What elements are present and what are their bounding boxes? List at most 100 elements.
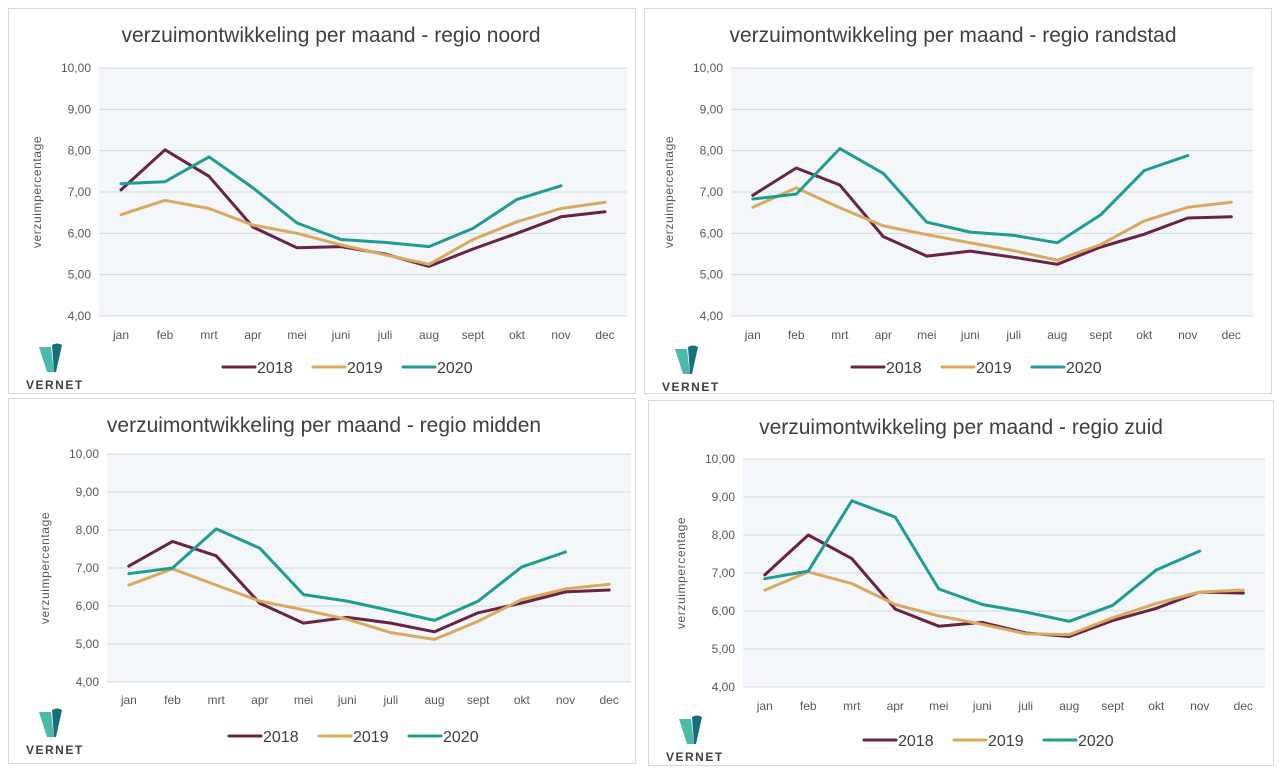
- y-tick-label: 5,00: [76, 637, 100, 651]
- chart-svg: verzuimontwikkeling per maand - regio no…: [26, 24, 627, 392]
- legend-label-2020: 2020: [1078, 733, 1114, 750]
- chart-title: verzuimontwikkeling per maand - regio zu…: [759, 416, 1163, 439]
- legend-label-2019: 2019: [347, 360, 383, 377]
- chart-panel-midden: verzuimontwikkeling per maand - regio mi…: [8, 398, 636, 764]
- x-tick-label: dec: [599, 693, 618, 707]
- x-tick-label: apr: [875, 328, 892, 342]
- vernet-logo: VERNET: [666, 715, 724, 764]
- series-line-2018: [127, 539, 611, 634]
- vernet-v-logo-icon: [39, 712, 54, 737]
- vernet-logo-text: VERNET: [26, 378, 84, 392]
- x-tick-label: feb: [788, 328, 805, 342]
- x-tick-label: jan: [120, 693, 137, 707]
- y-tick-label: 6,00: [76, 599, 100, 613]
- legend-label-2018: 2018: [263, 729, 299, 746]
- legend-label-2019: 2019: [976, 360, 1012, 377]
- x-tick-label: juli: [1005, 328, 1021, 342]
- y-axis-label: verzuimpercentage: [662, 136, 676, 248]
- y-axis-label: verzuimpercentage: [38, 512, 52, 624]
- y-tick-label: 10,00: [693, 61, 723, 75]
- x-tick-label: aug: [419, 328, 439, 342]
- x-tick-label: aug: [1047, 328, 1067, 342]
- legend-label-2019: 2019: [988, 733, 1024, 750]
- legend-label-2020: 2020: [443, 729, 479, 746]
- x-tick-label: feb: [164, 693, 181, 707]
- vernet-v-logo-icon: [52, 708, 62, 737]
- series-line-2020: [751, 147, 1190, 245]
- y-tick-label: 9,00: [712, 490, 736, 504]
- y-tick-label: 8,00: [700, 144, 724, 158]
- series-line-2020: [127, 527, 567, 622]
- y-tick-label: 4,00: [700, 309, 724, 323]
- chart-svg: verzuimontwikkeling per maand - regio ra…: [662, 24, 1253, 394]
- x-tick-label: jan: [744, 328, 761, 342]
- y-axis-label: verzuimpercentage: [674, 517, 688, 629]
- series-line-2019: [751, 186, 1233, 262]
- x-tick-label: apr: [244, 328, 261, 342]
- y-tick-label: 6,00: [68, 226, 92, 240]
- x-tick-label: juni: [331, 328, 351, 342]
- y-tick-label: 7,00: [68, 185, 92, 199]
- legend-label-2018: 2018: [898, 733, 934, 750]
- vernet-v-logo-icon: [52, 343, 62, 372]
- y-tick-label: 5,00: [712, 642, 736, 656]
- x-tick-label: mei: [294, 693, 313, 707]
- y-tick-label: 5,00: [700, 268, 724, 282]
- x-tick-label: apr: [251, 693, 268, 707]
- y-tick-label: 10,00: [61, 61, 91, 75]
- vernet-logo: VERNET: [26, 343, 84, 392]
- x-tick-label: juni: [960, 328, 980, 342]
- chart-panel-randstad: verzuimontwikkeling per maand - regio ra…: [644, 8, 1272, 394]
- chart-panel-zuid: verzuimontwikkeling per maand - regio zu…: [648, 400, 1274, 766]
- y-tick-label: 9,00: [700, 102, 724, 116]
- x-tick-label: feb: [157, 328, 174, 342]
- x-tick-label: jan: [756, 699, 773, 713]
- vernet-v-logo-icon: [692, 715, 702, 744]
- y-tick-label: 4,00: [712, 680, 736, 694]
- series-line-2019: [763, 570, 1245, 637]
- chart-title: verzuimontwikkeling per maand - regio mi…: [107, 414, 541, 437]
- chart-svg: verzuimontwikkeling per maand - regio mi…: [26, 414, 631, 757]
- y-tick-label: 9,00: [76, 485, 100, 499]
- vernet-logo-text: VERNET: [666, 750, 724, 764]
- legend-label-2019: 2019: [353, 729, 389, 746]
- y-tick-label: 10,00: [69, 447, 99, 461]
- x-tick-label: feb: [800, 699, 817, 713]
- x-tick-label: mei: [287, 328, 306, 342]
- series-line-2020: [763, 499, 1202, 623]
- series-line-2018: [751, 166, 1233, 266]
- x-tick-label: okt: [1136, 328, 1153, 342]
- x-tick-label: juli: [377, 328, 393, 342]
- x-tick-label: aug: [1059, 699, 1079, 713]
- x-tick-label: juni: [337, 693, 357, 707]
- y-tick-label: 6,00: [700, 226, 724, 240]
- y-tick-label: 7,00: [712, 566, 736, 580]
- x-tick-label: sept: [1101, 699, 1124, 713]
- y-tick-label: 9,00: [68, 102, 92, 116]
- x-tick-label: dec: [1234, 699, 1253, 713]
- y-tick-label: 10,00: [705, 452, 735, 466]
- series-line-2019: [127, 567, 611, 641]
- series-line-2019: [119, 198, 607, 266]
- x-tick-label: mei: [917, 328, 936, 342]
- vernet-logo: VERNET: [662, 345, 718, 394]
- vernet-v-logo-icon: [688, 345, 698, 374]
- legend-label-2018: 2018: [257, 360, 293, 377]
- x-tick-label: sept: [462, 328, 485, 342]
- x-tick-label: sept: [467, 693, 490, 707]
- x-tick-label: okt: [514, 693, 531, 707]
- x-tick-label: nov: [1190, 699, 1209, 713]
- x-tick-label: aug: [424, 693, 444, 707]
- vernet-logo-text: VERNET: [26, 743, 84, 757]
- x-tick-label: nov: [551, 328, 570, 342]
- chart-title: verzuimontwikkeling per maand - regio ra…: [729, 24, 1176, 47]
- legend-label-2020: 2020: [1066, 360, 1102, 377]
- legend-label-2020: 2020: [437, 360, 473, 377]
- x-tick-label: juni: [972, 699, 992, 713]
- y-tick-label: 8,00: [68, 144, 92, 158]
- x-tick-label: jan: [112, 328, 129, 342]
- y-tick-label: 4,00: [68, 309, 92, 323]
- series-line-2020: [119, 155, 563, 249]
- y-tick-label: 6,00: [712, 604, 736, 618]
- x-tick-label: mei: [929, 699, 948, 713]
